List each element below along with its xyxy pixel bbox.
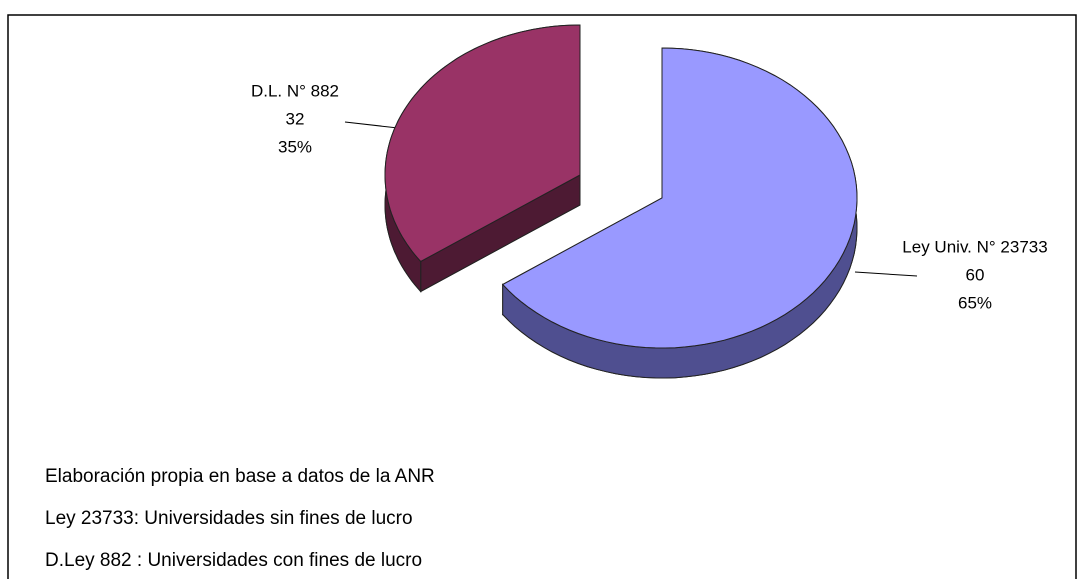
leader-line bbox=[344, 121, 399, 129]
slice-percent: 35% bbox=[278, 137, 312, 156]
frame bbox=[7, 14, 1077, 579]
slice bbox=[501, 47, 858, 349]
slice-value: 32 bbox=[286, 109, 305, 128]
slice-value: 60 bbox=[966, 265, 985, 284]
slice-percent: 65% bbox=[958, 293, 992, 312]
note: D.Ley 882 : Universidades con fines de l… bbox=[45, 550, 422, 571]
leader-line bbox=[854, 271, 918, 277]
note: Ley 23733: Universidades sin fines de lu… bbox=[45, 508, 413, 529]
slice bbox=[384, 24, 581, 263]
slice-label: D.L. N° 882 bbox=[251, 81, 339, 100]
note: Elaboración propia en base a datos de la… bbox=[45, 466, 435, 487]
slice-label: Ley Univ. N° 23733 bbox=[902, 237, 1047, 256]
